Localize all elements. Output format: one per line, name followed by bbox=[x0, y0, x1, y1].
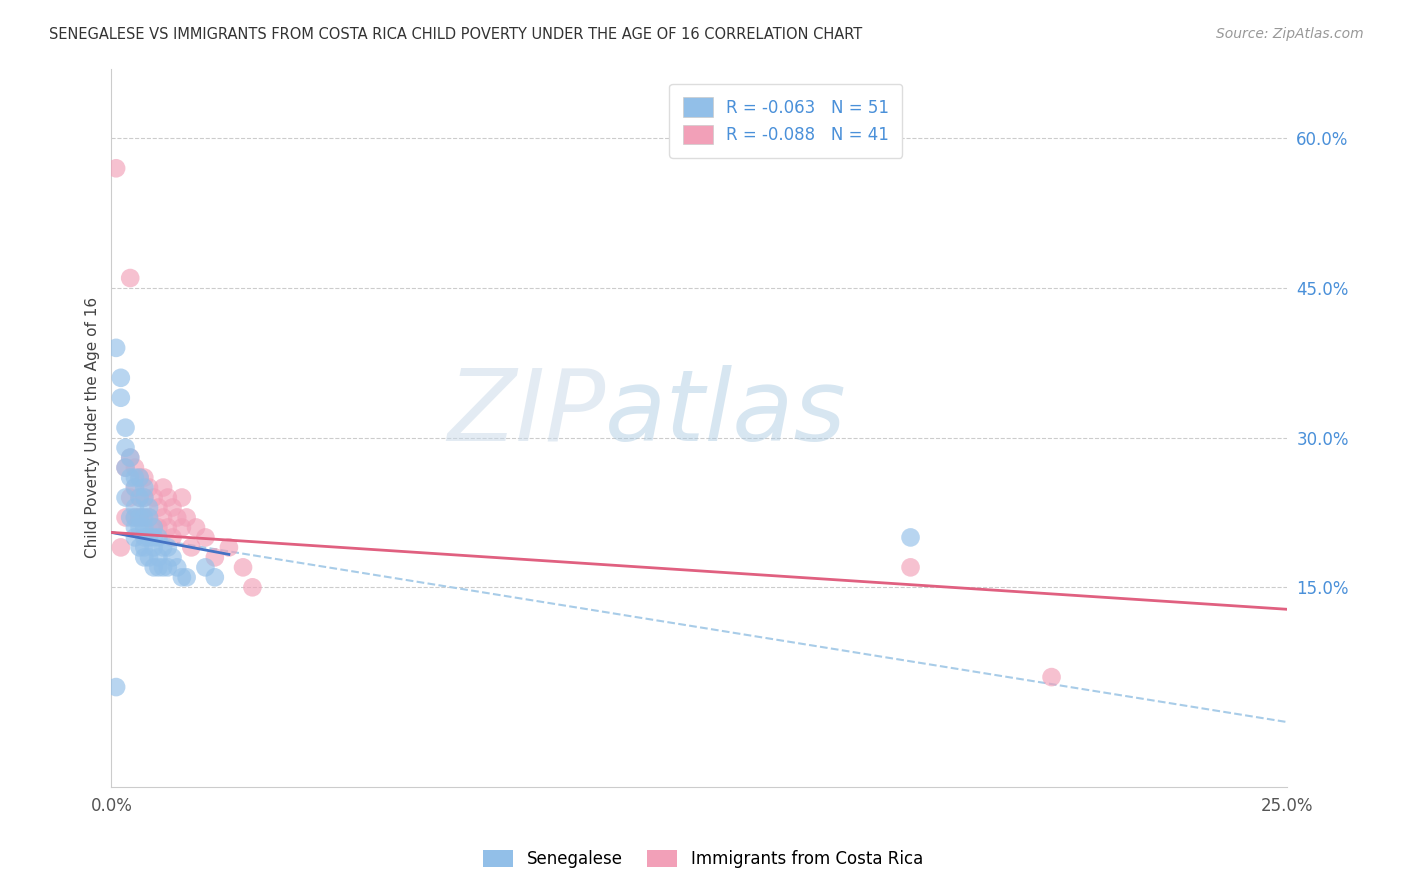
Point bbox=[148, 520, 170, 534]
Point bbox=[114, 420, 136, 434]
Point bbox=[128, 541, 150, 555]
Point bbox=[156, 491, 179, 505]
Point bbox=[114, 460, 136, 475]
Point bbox=[134, 550, 156, 565]
Point bbox=[170, 491, 193, 505]
Text: ZIP: ZIP bbox=[447, 365, 605, 462]
Point bbox=[124, 520, 146, 534]
Point bbox=[128, 491, 150, 505]
Point bbox=[162, 530, 184, 544]
Point bbox=[180, 541, 202, 555]
Point bbox=[134, 491, 156, 505]
Point bbox=[128, 510, 150, 524]
Point bbox=[120, 491, 142, 505]
Point bbox=[204, 570, 226, 584]
Point bbox=[166, 560, 188, 574]
Point bbox=[120, 271, 142, 285]
Point bbox=[152, 541, 174, 555]
Point bbox=[232, 560, 254, 574]
Point bbox=[105, 341, 128, 355]
Point bbox=[110, 541, 132, 555]
Point bbox=[142, 560, 165, 574]
Point bbox=[156, 560, 179, 574]
Legend: R = -0.063   N = 51, R = -0.088   N = 41: R = -0.063 N = 51, R = -0.088 N = 41 bbox=[669, 84, 903, 158]
Point bbox=[152, 560, 174, 574]
Point bbox=[138, 510, 160, 524]
Point bbox=[142, 530, 165, 544]
Point bbox=[152, 510, 174, 524]
Point bbox=[114, 491, 136, 505]
Point bbox=[120, 510, 142, 524]
Legend: Senegalese, Immigrants from Costa Rica: Senegalese, Immigrants from Costa Rica bbox=[477, 843, 929, 875]
Y-axis label: Child Poverty Under the Age of 16: Child Poverty Under the Age of 16 bbox=[86, 297, 100, 558]
Point bbox=[124, 460, 146, 475]
Point bbox=[148, 560, 170, 574]
Point bbox=[124, 481, 146, 495]
Point bbox=[110, 391, 132, 405]
Text: Source: ZipAtlas.com: Source: ZipAtlas.com bbox=[1216, 27, 1364, 41]
Point bbox=[120, 470, 142, 484]
Point bbox=[142, 541, 165, 555]
Point bbox=[134, 510, 156, 524]
Point bbox=[105, 680, 128, 694]
Point bbox=[124, 500, 146, 515]
Point bbox=[176, 570, 198, 584]
Point bbox=[138, 500, 160, 515]
Point bbox=[148, 500, 170, 515]
Point bbox=[128, 470, 150, 484]
Point bbox=[156, 541, 179, 555]
Point bbox=[204, 550, 226, 565]
Point bbox=[142, 491, 165, 505]
Point bbox=[166, 510, 188, 524]
Point bbox=[134, 541, 156, 555]
Point bbox=[138, 550, 160, 565]
Point bbox=[184, 520, 207, 534]
Point bbox=[138, 510, 160, 524]
Point bbox=[134, 481, 156, 495]
Point bbox=[194, 560, 217, 574]
Point bbox=[114, 441, 136, 455]
Point bbox=[124, 481, 146, 495]
Point bbox=[134, 520, 156, 534]
Point bbox=[900, 530, 922, 544]
Point bbox=[114, 510, 136, 524]
Point bbox=[148, 530, 170, 544]
Point bbox=[138, 481, 160, 495]
Point bbox=[142, 520, 165, 534]
Point bbox=[105, 161, 128, 176]
Point bbox=[114, 460, 136, 475]
Point bbox=[124, 470, 146, 484]
Text: atlas: atlas bbox=[605, 365, 846, 462]
Point bbox=[218, 541, 240, 555]
Point bbox=[170, 570, 193, 584]
Point bbox=[148, 550, 170, 565]
Point bbox=[128, 510, 150, 524]
Point bbox=[152, 481, 174, 495]
Point bbox=[194, 530, 217, 544]
Point bbox=[170, 520, 193, 534]
Text: SENEGALESE VS IMMIGRANTS FROM COSTA RICA CHILD POVERTY UNDER THE AGE OF 16 CORRE: SENEGALESE VS IMMIGRANTS FROM COSTA RICA… bbox=[49, 27, 862, 42]
Point bbox=[134, 510, 156, 524]
Point bbox=[156, 520, 179, 534]
Point bbox=[134, 470, 156, 484]
Point bbox=[124, 510, 146, 524]
Point bbox=[162, 500, 184, 515]
Point bbox=[138, 530, 160, 544]
Point bbox=[124, 530, 146, 544]
Point bbox=[128, 470, 150, 484]
Point bbox=[900, 560, 922, 574]
Point bbox=[176, 510, 198, 524]
Point bbox=[110, 371, 132, 385]
Point bbox=[124, 510, 146, 524]
Point bbox=[128, 520, 150, 534]
Point bbox=[134, 491, 156, 505]
Point bbox=[162, 550, 184, 565]
Point bbox=[142, 520, 165, 534]
Point bbox=[128, 491, 150, 505]
Point bbox=[120, 450, 142, 465]
Point bbox=[134, 530, 156, 544]
Point bbox=[1040, 670, 1063, 684]
Point bbox=[242, 580, 264, 594]
Point bbox=[120, 450, 142, 465]
